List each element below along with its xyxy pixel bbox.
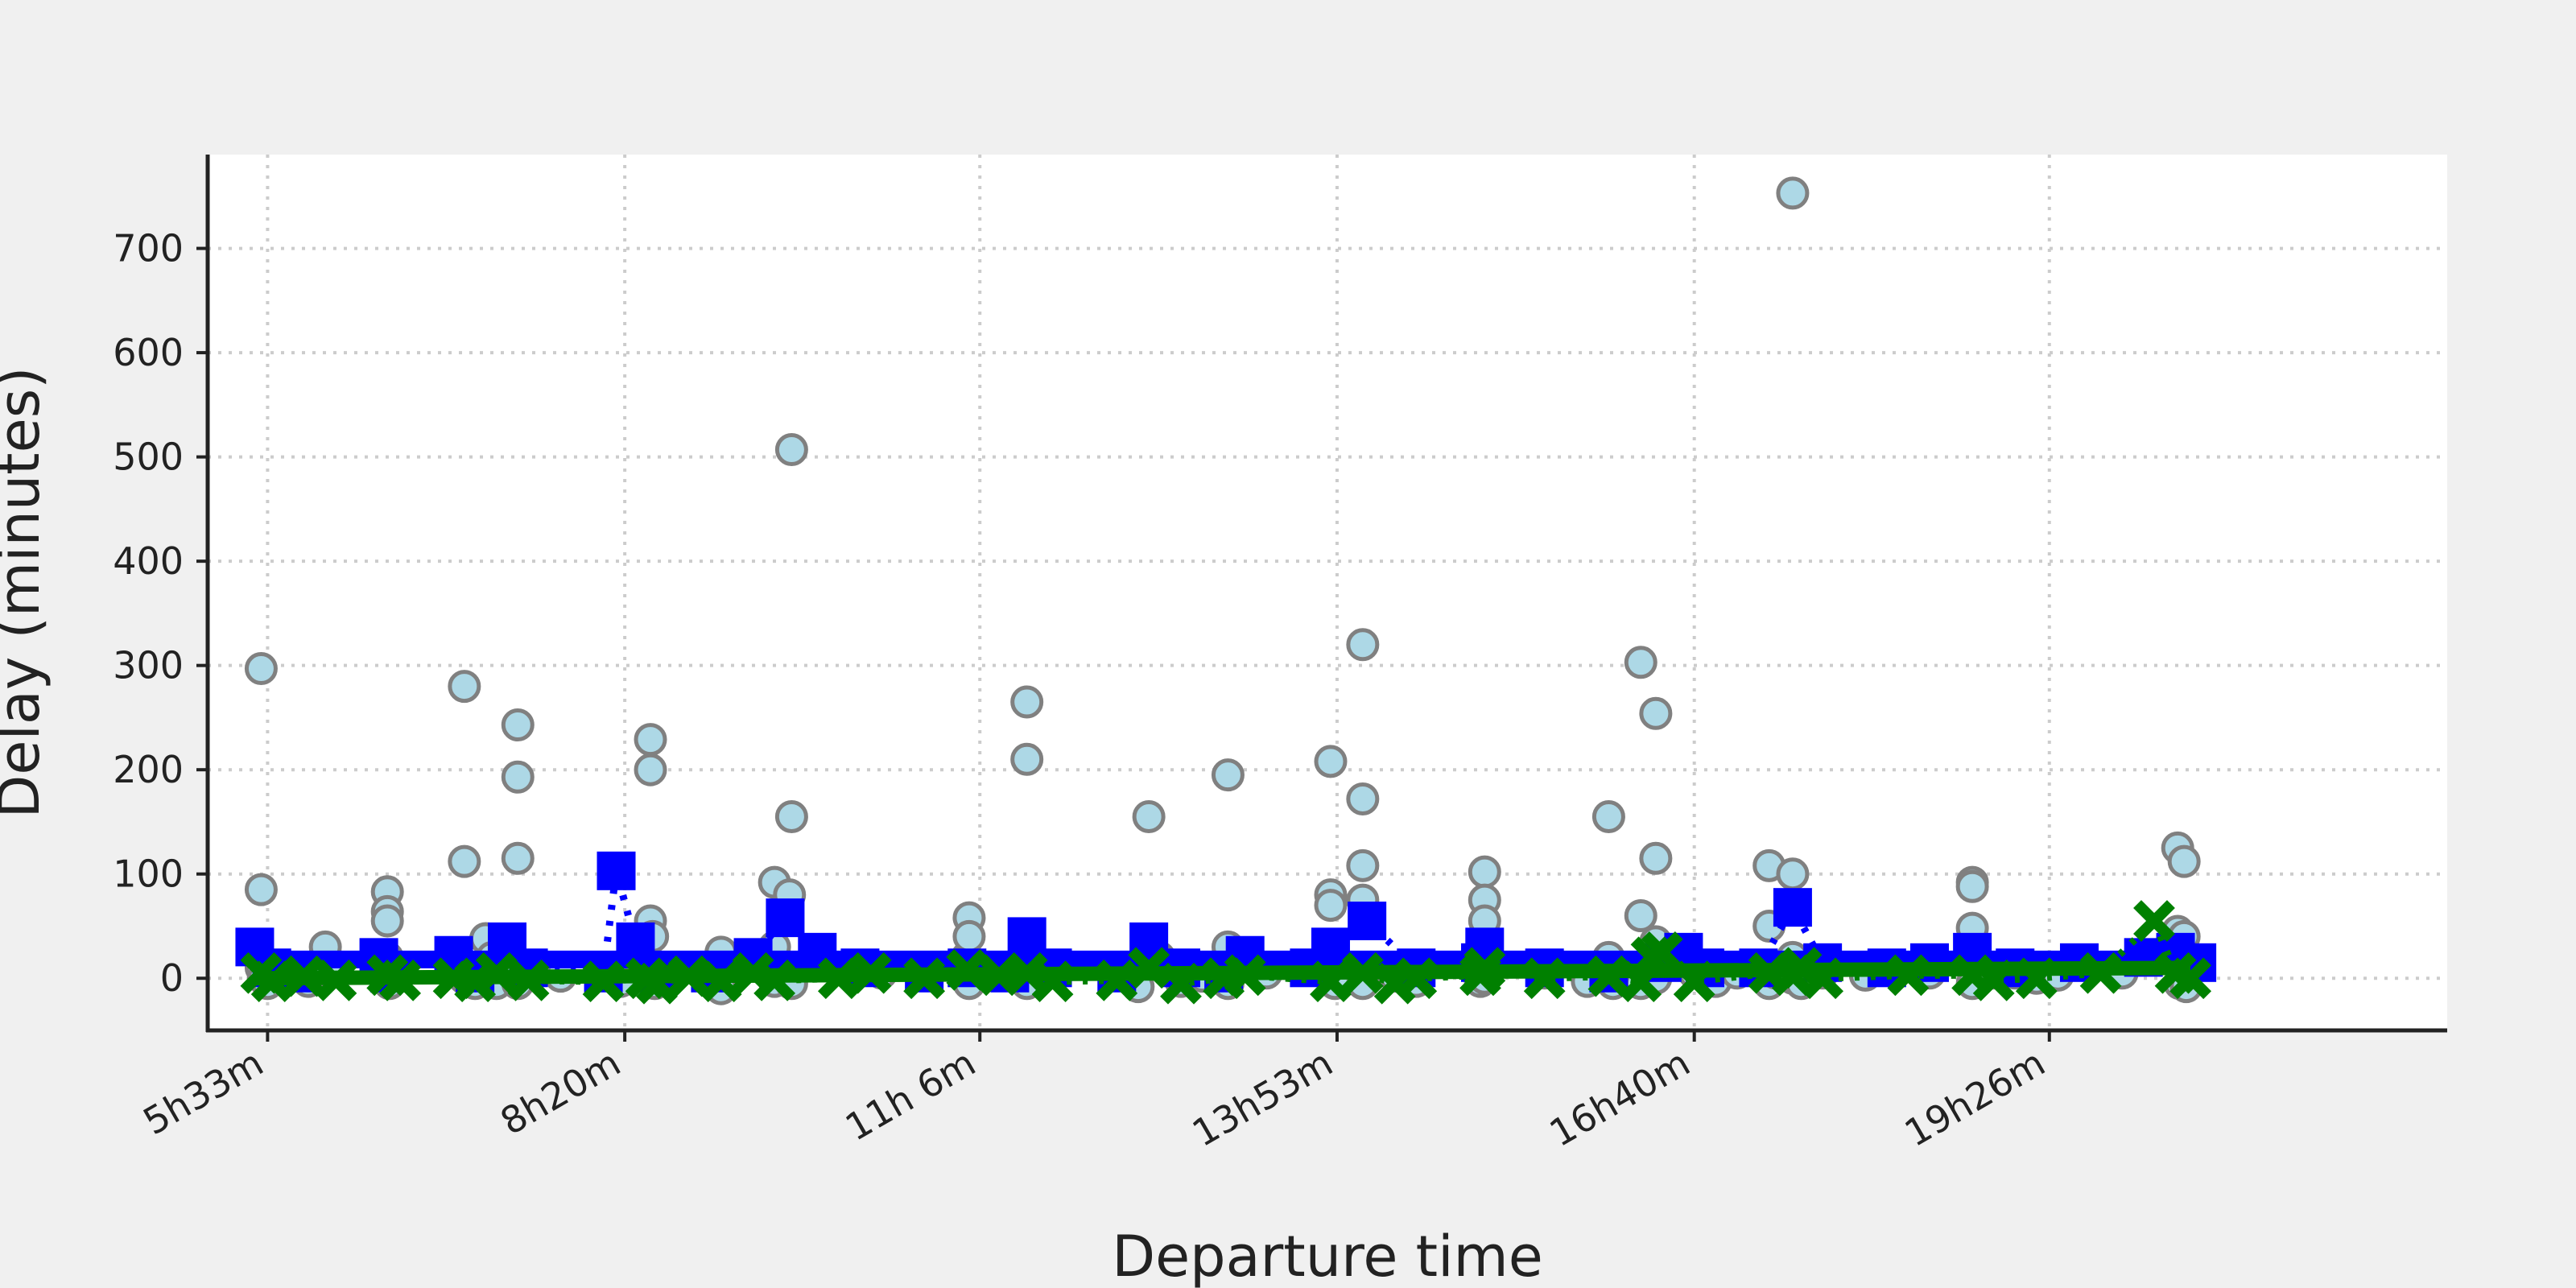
scatter-point: [2167, 844, 2201, 878]
scatter-point: [1314, 889, 1348, 923]
green-x-stroke: [1641, 931, 1683, 973]
scatter-point: [1346, 782, 1380, 815]
scatter-point: [501, 708, 535, 741]
blue-square-marker: [1348, 902, 1387, 940]
scatter-point: [634, 723, 667, 757]
green-x-stroke: [2133, 900, 2175, 942]
y-axis-title: Delay (minutes): [0, 367, 52, 819]
scatter-point: [1314, 745, 1348, 778]
x-axis-title: Departure time: [1112, 1224, 1543, 1288]
scatter-point: [448, 844, 481, 878]
y-tick-label: 700: [113, 227, 184, 270]
scatter-point: [1211, 758, 1245, 792]
scatter-point: [501, 760, 535, 794]
scatter-point: [1010, 742, 1044, 776]
scatter-point: [1776, 857, 1810, 891]
scatter-point: [1955, 869, 1989, 903]
scatter-point: [1468, 855, 1501, 889]
scatter-point: [448, 670, 481, 704]
green-x-stroke: [2169, 957, 2212, 1000]
series-layer: [235, 176, 2217, 1005]
scatter-point: [1132, 799, 1166, 833]
axes: [205, 155, 2447, 1033]
y-tick-label: 500: [113, 436, 184, 479]
blue-square-marker: [597, 851, 636, 890]
green-x-marker: [1641, 931, 1683, 973]
scatter-point: [1624, 899, 1657, 933]
y-tick-label: 0: [160, 956, 184, 1000]
scatter-point: [370, 904, 404, 938]
scatter-point: [952, 919, 986, 953]
scatter-point: [1639, 841, 1673, 875]
scatter-point: [1346, 848, 1380, 882]
y-tick-label: 400: [113, 539, 184, 583]
scatter-point: [774, 433, 808, 467]
y-tick-label: 300: [113, 644, 184, 687]
scatter-point: [1010, 685, 1044, 719]
scatter-point: [1776, 176, 1810, 210]
scatter-point: [501, 841, 535, 875]
green-x-marker: [2133, 900, 2175, 942]
scatter-point: [1346, 628, 1380, 662]
green-trend-line: [254, 960, 2191, 986]
scatter-point: [1639, 696, 1673, 730]
scatter-point: [1624, 646, 1657, 679]
blue-square-marker: [766, 898, 805, 938]
scatter-point: [1591, 799, 1625, 833]
scatter-point: [244, 873, 278, 906]
y-tick-label: 200: [113, 748, 184, 791]
blue-square-marker: [1773, 888, 1812, 927]
scatter-point: [244, 652, 278, 686]
y-tick-label: 100: [113, 852, 184, 896]
scatter-point: [634, 753, 667, 786]
scatter-point: [774, 799, 808, 833]
y-tick-label: 600: [113, 331, 184, 374]
